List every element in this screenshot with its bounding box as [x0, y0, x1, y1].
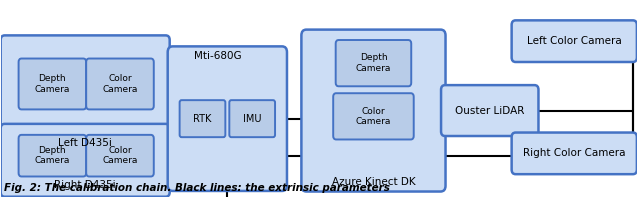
FancyBboxPatch shape: [333, 93, 413, 139]
FancyBboxPatch shape: [301, 30, 445, 191]
Text: Fig. 2: The calibration chain. Black lines: the extrinsic parameters: Fig. 2: The calibration chain. Black lin…: [4, 183, 390, 193]
FancyBboxPatch shape: [1, 35, 170, 156]
FancyBboxPatch shape: [229, 100, 275, 137]
Text: Ouster LiDAR: Ouster LiDAR: [455, 106, 524, 116]
Text: Right Color Camera: Right Color Camera: [523, 148, 625, 158]
Text: Color
Camera: Color Camera: [102, 74, 138, 94]
FancyBboxPatch shape: [511, 132, 637, 174]
FancyBboxPatch shape: [336, 40, 412, 86]
FancyBboxPatch shape: [86, 59, 154, 109]
FancyBboxPatch shape: [180, 100, 225, 137]
FancyBboxPatch shape: [441, 85, 538, 136]
Text: Depth
Camera: Depth Camera: [356, 53, 391, 73]
FancyBboxPatch shape: [168, 46, 287, 191]
Text: Color
Camera: Color Camera: [356, 107, 391, 126]
Text: Left D435i: Left D435i: [58, 138, 112, 148]
Text: Azure Kinect DK: Azure Kinect DK: [332, 177, 415, 187]
FancyBboxPatch shape: [86, 135, 154, 176]
FancyBboxPatch shape: [19, 135, 86, 176]
Text: Right D435i: Right D435i: [54, 180, 116, 189]
Text: Left Color Camera: Left Color Camera: [527, 36, 621, 46]
FancyBboxPatch shape: [1, 124, 170, 197]
Text: Depth
Camera: Depth Camera: [35, 74, 70, 94]
FancyBboxPatch shape: [511, 20, 637, 62]
Text: RTK: RTK: [193, 114, 212, 124]
Text: Depth
Camera: Depth Camera: [35, 146, 70, 165]
Text: Color
Camera: Color Camera: [102, 146, 138, 165]
FancyBboxPatch shape: [19, 59, 86, 109]
Text: Mti-680G: Mti-680G: [193, 51, 241, 61]
Text: IMU: IMU: [243, 114, 261, 124]
